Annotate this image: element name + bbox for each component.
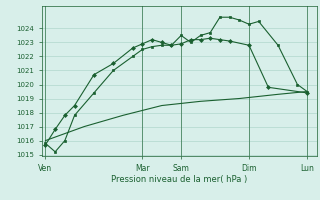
X-axis label: Pression niveau de la mer( hPa ): Pression niveau de la mer( hPa ) [111, 175, 247, 184]
